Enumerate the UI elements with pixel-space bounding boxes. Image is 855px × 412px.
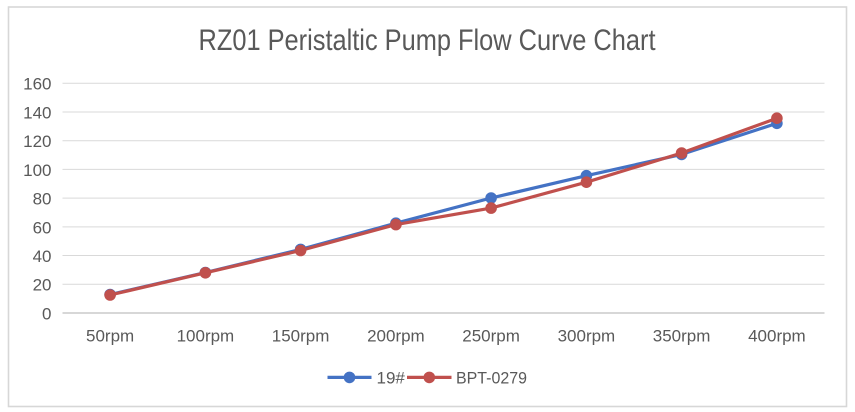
svg-text:RZ01 Peristaltic Pump Flow Cur: RZ01 Peristaltic Pump Flow Curve Chart	[199, 24, 657, 57]
svg-text:0: 0	[42, 305, 51, 324]
svg-text:BPT-0279: BPT-0279	[456, 369, 527, 388]
svg-text:60: 60	[33, 218, 52, 237]
svg-text:400rpm: 400rpm	[748, 327, 806, 346]
svg-text:300rpm: 300rpm	[558, 327, 616, 346]
svg-text:140: 140	[23, 103, 51, 122]
svg-text:50rpm: 50rpm	[86, 327, 134, 346]
svg-text:350rpm: 350rpm	[653, 327, 711, 346]
svg-text:100rpm: 100rpm	[177, 327, 235, 346]
svg-text:20: 20	[33, 276, 52, 295]
svg-text:150rpm: 150rpm	[272, 327, 330, 346]
svg-text:120: 120	[23, 132, 51, 151]
svg-text:100: 100	[23, 161, 51, 180]
svg-text:80: 80	[33, 190, 52, 209]
svg-text:40: 40	[33, 247, 52, 266]
svg-text:160: 160	[23, 75, 51, 94]
svg-text:200rpm: 200rpm	[367, 327, 425, 346]
svg-text:250rpm: 250rpm	[462, 327, 520, 346]
svg-text:19#: 19#	[377, 369, 406, 388]
